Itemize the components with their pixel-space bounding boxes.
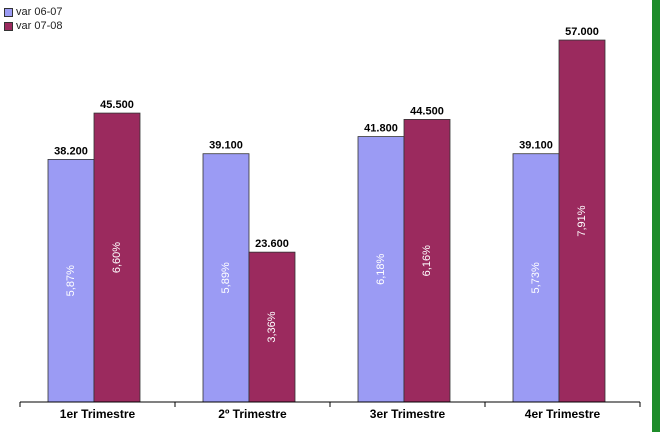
value-label-1-3: 41.800 [364,123,398,135]
x-tick-label-3: 3er Trimestre [370,407,446,421]
inner-label-1-3: 6,18% [375,253,387,284]
value-label-2-4: 57.000 [565,26,599,38]
legend-item-series-1: var 06-07 [4,5,62,19]
inner-label-2-3: 6,16% [421,245,433,276]
x-tick-label-4: 4er Trimestre [525,407,601,421]
legend-swatch-series-1 [4,7,13,17]
value-label-1-1: 38.200 [54,145,88,157]
bar-2-1 [93,112,141,403]
inner-label-2-2: 3,36% [266,311,278,342]
inner-label-2-1: 6,60% [111,242,123,273]
legend-item-series-2: var 07-08 [4,19,62,33]
inner-label-1-4: 5,73% [530,262,542,293]
bar-1-2 [202,153,250,403]
bar-1-1 [47,159,95,403]
bar-1-4 [512,153,560,403]
value-label-1-4: 39.100 [519,140,553,152]
x-tick-label-2: 2º Trimestre [218,407,287,421]
legend: var 06-07 var 07-08 [4,5,62,33]
bar-2-3 [403,119,451,403]
legend-label-series-1: var 06-07 [16,6,63,18]
value-label-2-1: 45.500 [100,99,134,111]
x-tick-label-1: 1er Trimestre [60,407,136,421]
legend-swatch-series-2 [4,21,13,31]
inner-label-1-1: 5,87% [65,265,77,296]
bar-2-2 [248,251,296,403]
legend-label-series-2: var 07-08 [16,20,63,32]
value-label-2-2: 23.600 [255,238,289,250]
inner-label-2-4: 7,91% [576,205,588,236]
value-label-2-3: 44.500 [410,105,444,117]
inner-label-1-2: 5,89% [220,262,232,293]
value-label-1-2: 39.100 [209,140,243,152]
right-edge-strip [652,0,660,432]
